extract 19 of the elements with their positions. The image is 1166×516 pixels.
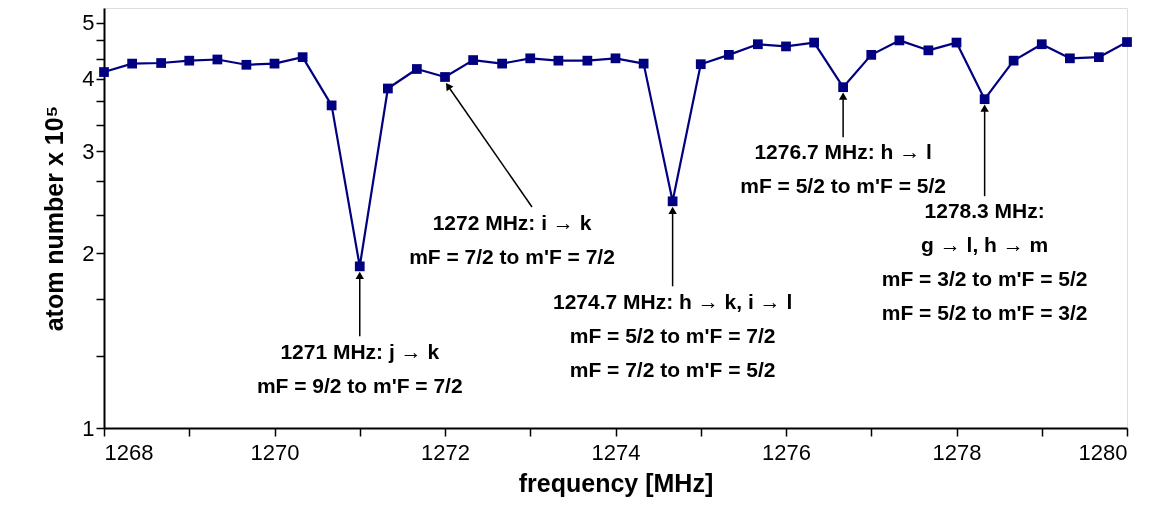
x-tick-label: 1280 <box>1078 439 1128 465</box>
annotation: 1272 MHz: i → k mF = 7/2 to m'F = 7/2 <box>409 210 615 268</box>
y-tick-label: 3 <box>82 138 95 164</box>
annotation: 1278.3 MHz: g → l, h → m mF = 3/2 to m'F = 5/2 mF = 5/2 to m'F = 3/2 <box>881 199 1088 325</box>
x-tick-label: 1274 <box>591 439 641 465</box>
x-tick-label: 1268 <box>104 439 154 465</box>
x-tick-label: 1272 <box>421 439 470 465</box>
x-tick-label: 1276 <box>762 439 811 465</box>
x-tick-label: 1270 <box>250 439 300 465</box>
y-axis-title: atom number x 10⁵ <box>40 105 69 332</box>
x-tick-label: 1278 <box>932 439 982 465</box>
x-axis-title: frequency [MHz] <box>518 468 714 497</box>
annotation: 1274.7 MHz: h → k, i → l mF = 5/2 to m'F = 7/2 mF = 7/2 to m'F = 5/2 <box>553 290 793 382</box>
y-tick-label: 2 <box>82 240 95 266</box>
annotation: 1276.7 MHz: h → l mF = 5/2 to m'F = 5/2 <box>740 140 946 198</box>
y-tick-label: 1 <box>82 415 95 441</box>
y-tick-label: 5 <box>82 10 95 36</box>
y-tick-label: 4 <box>82 66 95 92</box>
annotation: 1271 MHz: j → k mF = 9/2 to m'F = 7/2 <box>256 340 463 398</box>
